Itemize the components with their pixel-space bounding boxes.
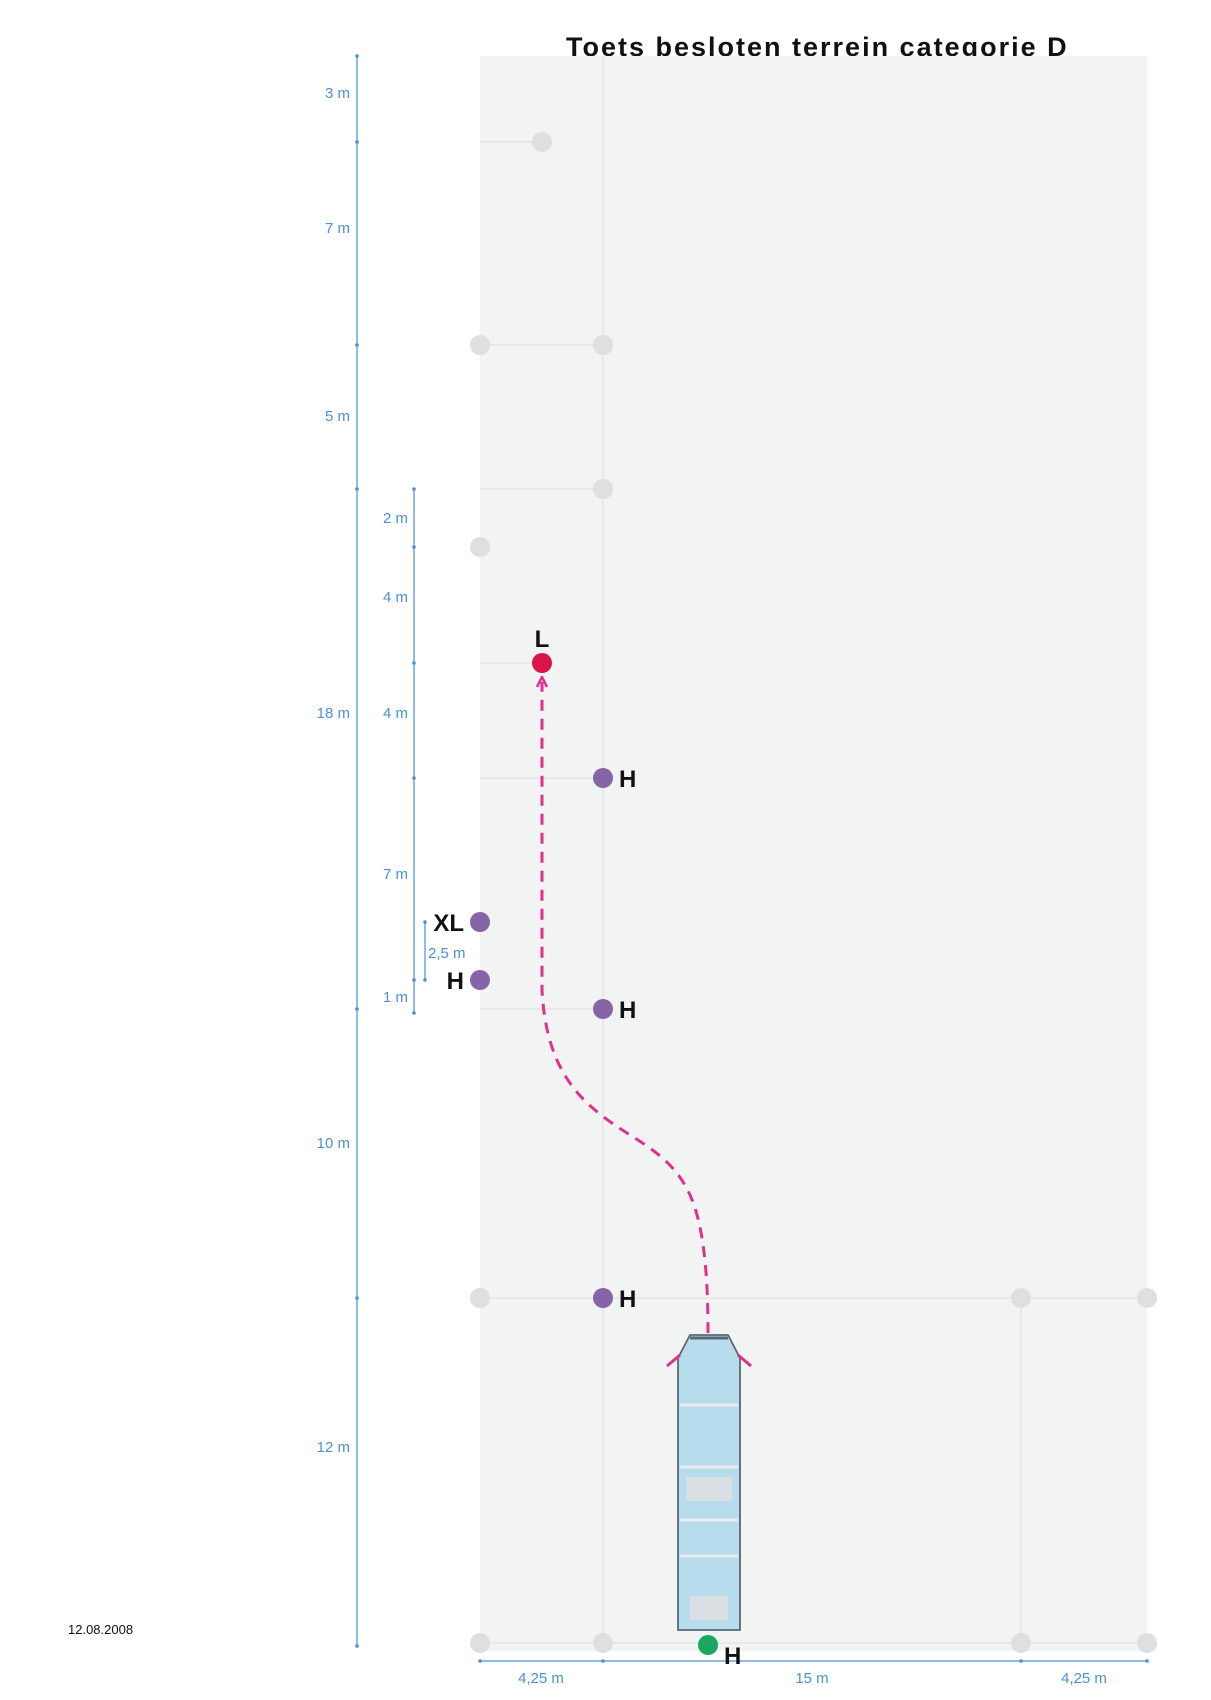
main-vertical-dimension bbox=[355, 54, 359, 1648]
inactive-marker bbox=[532, 132, 552, 152]
inactive-marker bbox=[470, 537, 490, 557]
red-marker-l bbox=[532, 653, 552, 673]
marker-label-h-upper: H bbox=[619, 766, 636, 793]
purple-marker-h-upper bbox=[593, 768, 613, 788]
dim-label-2-5m: 2,5 m bbox=[428, 945, 466, 962]
purple-marker-h-middle bbox=[593, 999, 613, 1019]
inactive-marker bbox=[470, 1633, 490, 1653]
marker-label-h-lower: H bbox=[619, 1286, 636, 1313]
dim-label-12m: 12 m bbox=[317, 1439, 350, 1456]
dim-label-4m-b: 4 m bbox=[383, 705, 408, 722]
dim-label-1m: 1 m bbox=[383, 989, 408, 1006]
test-area bbox=[480, 56, 1147, 1651]
purple-marker-h-lower bbox=[593, 1288, 613, 1308]
bus-icon bbox=[666, 1334, 752, 1631]
inactive-marker bbox=[1011, 1633, 1031, 1653]
inactive-marker bbox=[593, 335, 613, 355]
horizontal-dimension bbox=[478, 1659, 1149, 1663]
green-marker-h bbox=[698, 1635, 718, 1655]
dim-label-2m: 2 m bbox=[383, 510, 408, 527]
inactive-marker bbox=[593, 1633, 613, 1653]
purple-marker-xl bbox=[470, 912, 490, 932]
dim-label-7m-sub: 7 m bbox=[383, 866, 408, 883]
dim-label-4-25m-right: 4,25 m bbox=[1061, 1670, 1107, 1687]
dim-label-4m-a: 4 m bbox=[383, 589, 408, 606]
inactive-markers bbox=[470, 132, 1157, 1653]
marker-label-h-left: H bbox=[447, 968, 464, 995]
dim-label-18m: 18 m bbox=[317, 705, 350, 722]
dim-label-15m: 15 m bbox=[795, 1670, 828, 1687]
inactive-marker bbox=[470, 1288, 490, 1308]
inactive-marker bbox=[1011, 1288, 1031, 1308]
sub-vertical-dimension bbox=[412, 487, 416, 1015]
date-stamp: 12.08.2008 bbox=[68, 1622, 133, 1637]
inactive-marker bbox=[1137, 1288, 1157, 1308]
dim-label-10m: 10 m bbox=[317, 1135, 350, 1152]
marker-label-l: L bbox=[535, 626, 550, 653]
marker-label-h-middle: H bbox=[619, 997, 636, 1024]
purple-marker-h-left bbox=[470, 970, 490, 990]
dim-label-7m: 7 m bbox=[325, 220, 350, 237]
dim-label-5m: 5 m bbox=[325, 408, 350, 425]
driving-path bbox=[542, 682, 710, 1334]
marker-label-h-green: H bbox=[724, 1643, 741, 1670]
inactive-marker bbox=[593, 479, 613, 499]
grid-lines bbox=[480, 56, 1147, 1651]
dim-label-4-25m-left: 4,25 m bbox=[518, 1670, 564, 1687]
offset-dimension bbox=[423, 920, 427, 982]
inactive-marker bbox=[470, 335, 490, 355]
inactive-marker bbox=[1137, 1633, 1157, 1653]
dim-label-3m: 3 m bbox=[325, 85, 350, 102]
marker-label-xl: XL bbox=[433, 910, 464, 937]
